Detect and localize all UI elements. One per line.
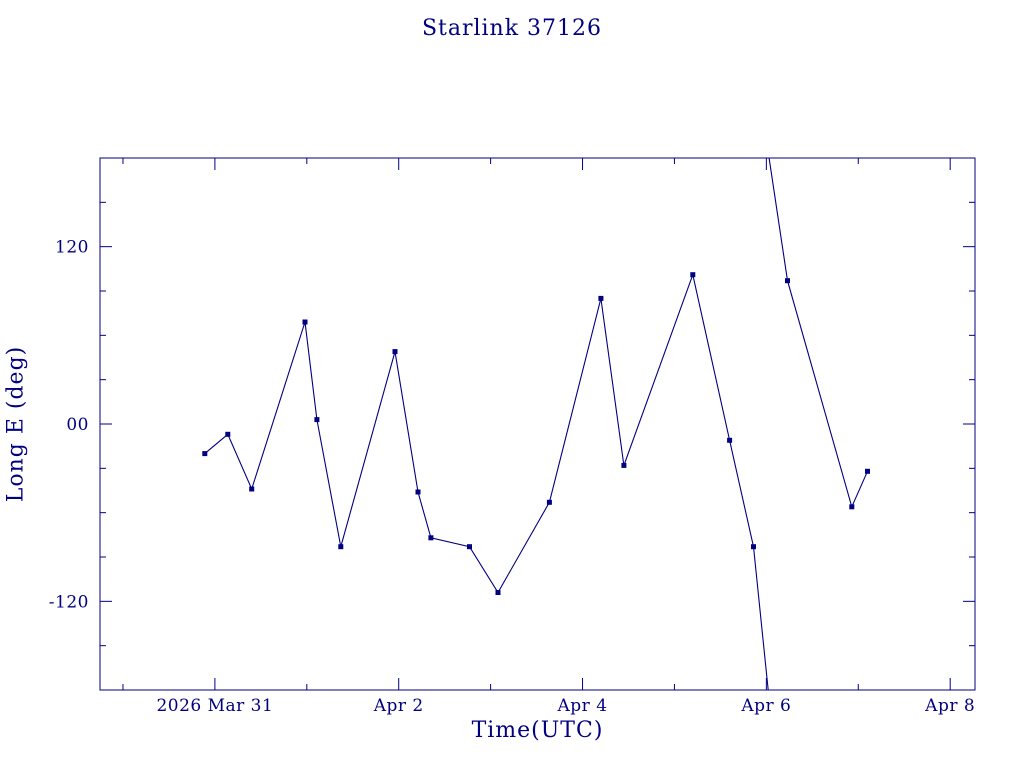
x-tick-label: Apr 2 (373, 696, 424, 716)
data-point-marker (598, 295, 604, 301)
data-point-marker (428, 535, 434, 541)
data-point-marker (467, 544, 472, 550)
x-tick-label: Apr 4 (557, 696, 608, 716)
data-point-marker (225, 431, 231, 437)
x-tick-label: Apr 6 (740, 696, 791, 716)
plot-frame (99, 157, 976, 691)
data-point-marker (202, 451, 208, 457)
data-point-marker (865, 468, 870, 474)
data-point-marker (751, 544, 756, 550)
data-line (768, 158, 869, 509)
data-series (202, 158, 870, 690)
x-tick-label: 2026 Mar 31 (156, 696, 273, 716)
data-point-marker (546, 499, 552, 505)
data-point-marker (392, 349, 398, 355)
chart-title: Starlink 37126 (421, 16, 603, 41)
data-line (204, 272, 769, 690)
y-tick-label: 00 (66, 415, 89, 435)
data-point-marker (495, 590, 501, 595)
data-point-marker (690, 272, 696, 278)
x-axis-label: Time(UTC) (471, 718, 604, 743)
data-point-marker (314, 417, 320, 423)
y-tick-label: -120 (49, 592, 89, 612)
x-tick-label: Apr 8 (924, 696, 975, 716)
data-point-marker (621, 462, 627, 468)
data-point-marker (849, 504, 855, 510)
data-point-marker (249, 486, 255, 492)
data-point-marker (785, 278, 790, 284)
data-point-marker (727, 437, 733, 443)
data-point-marker (338, 544, 344, 550)
y-tick-label: 120 (55, 238, 89, 258)
data-point-marker (415, 489, 421, 495)
data-point-marker (302, 319, 308, 325)
